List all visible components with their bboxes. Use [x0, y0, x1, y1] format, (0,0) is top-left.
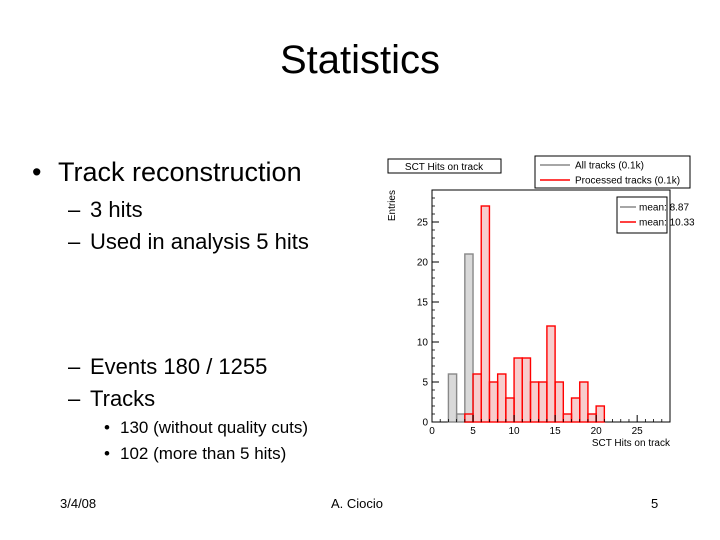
- small-bullet-marker: •: [104, 418, 110, 437]
- subsub-bullet-130: • 130 (without quality cuts): [104, 418, 308, 438]
- dash-marker: –: [68, 354, 81, 379]
- small-bullet-marker: •: [104, 444, 110, 463]
- stats-box: [616, 196, 668, 234]
- footer-page-number: 5: [651, 496, 659, 511]
- x-tick-label: 10: [509, 426, 521, 437]
- sub-bullet-text: Events 180 / 1255: [90, 354, 268, 379]
- chart-title: SCT Hits on track: [405, 162, 484, 173]
- bullet-track-reconstruction: • Track reconstruction: [32, 157, 302, 188]
- legend-box: [534, 155, 691, 189]
- slide-title: Statistics: [279, 38, 441, 82]
- y-tick-label: 25: [417, 218, 429, 229]
- histogram-bar-processed-tracks: [480, 205, 491, 423]
- sub-bullet-text: Used in analysis 5 hits: [90, 229, 309, 254]
- sub-bullet-text: Tracks: [90, 386, 156, 411]
- y-axis-label: Entries: [387, 190, 398, 221]
- chart-title-box: [387, 158, 502, 174]
- footer-date: 3/4/08: [60, 496, 97, 511]
- x-tick-label: 25: [632, 426, 644, 437]
- x-tick-label: 20: [591, 426, 603, 437]
- bullet-marker: •: [32, 157, 42, 187]
- x-tick-label: 5: [470, 426, 476, 437]
- histogram-bar-all-tracks: [447, 373, 458, 423]
- y-tick-label: 5: [422, 378, 428, 389]
- dash-marker: –: [68, 386, 81, 411]
- subsub-bullet-102: • 102 (more than 5 hits): [104, 444, 286, 464]
- x-tick-label: 0: [429, 426, 435, 437]
- subsub-bullet-text: 102 (more than 5 hits): [120, 444, 287, 463]
- histogram-bar-processed-tracks: [595, 405, 606, 423]
- footer-author: A. Ciocio: [331, 496, 384, 511]
- sub-bullet-3-hits: –3 hits: [68, 197, 143, 223]
- dash-marker: –: [68, 229, 81, 254]
- sub-bullet-events: – Events 180 / 1255: [68, 354, 267, 380]
- y-tick-label: 15: [417, 298, 429, 309]
- legend-label-processed-tracks: Processed tracks (0.1k): [575, 176, 680, 187]
- histogram-bar-processed-tracks: [579, 381, 589, 423]
- y-tick-label: 20: [417, 258, 429, 269]
- subsub-bullet-text: 130 (without quality cuts): [120, 418, 309, 437]
- y-tick-label: 0: [422, 418, 428, 429]
- sub-bullet-analysis-hits: – Used in analysis 5 hits: [68, 229, 309, 255]
- stats-mean-label: mean: 10.33: [639, 218, 695, 229]
- histogram-bar-processed-tracks: [554, 381, 565, 423]
- y-tick-label: 10: [417, 338, 429, 349]
- histogram-fill-processed-tracks: [464, 206, 605, 422]
- bullet-text: Track reconstruction: [58, 157, 302, 187]
- stats-mean-label: mean: 8.87: [639, 203, 689, 214]
- x-axis-label: SCT Hits on track: [592, 438, 671, 449]
- histogram-bar-processed-tracks: [546, 325, 556, 423]
- sub-bullet-text: 3 hits: [90, 197, 143, 222]
- x-tick-label: 15: [550, 426, 562, 437]
- sub-bullet-tracks: – Tracks: [68, 386, 155, 412]
- dash-marker: –: [68, 197, 81, 222]
- legend-label-all-tracks: All tracks (0.1k): [575, 161, 644, 172]
